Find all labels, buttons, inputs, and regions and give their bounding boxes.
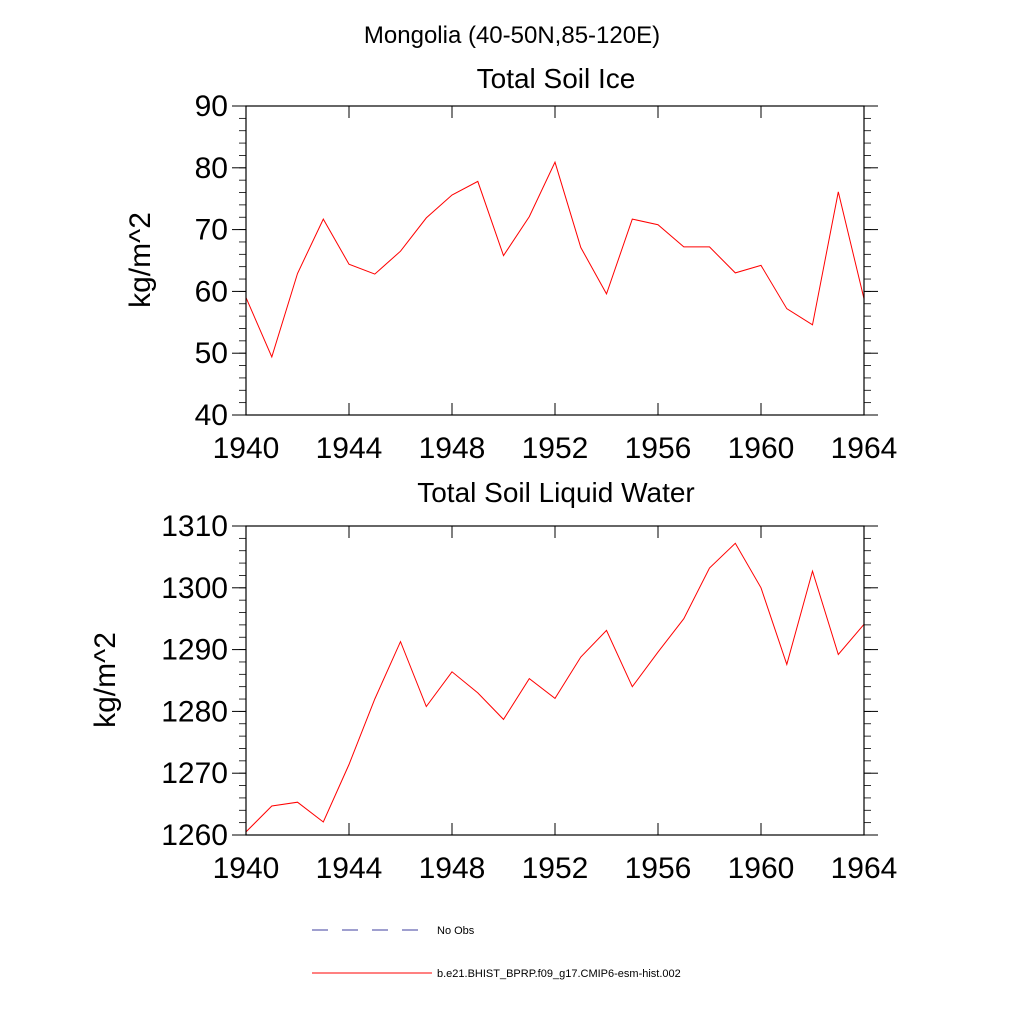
series-layer — [245, 542, 865, 833]
x-tick-label: 1944 — [316, 432, 383, 465]
y-tick-label: 1290 — [161, 634, 228, 667]
x-tick-label: 1944 — [316, 852, 383, 885]
panel-title: Total Soil Ice — [477, 63, 636, 94]
series-line — [245, 160, 865, 359]
x-tick-label: 1956 — [625, 852, 692, 885]
legend-label: No Obs — [437, 925, 475, 937]
y-tick-label: 60 — [195, 275, 228, 308]
legend-item-no-obs: No Obs — [312, 925, 475, 937]
x-tick-label: 1948 — [419, 852, 486, 885]
ticks-layer: 1940 1944 1948 1952 1956 1960 1964 1260 1270 1280… — [161, 510, 897, 885]
x-tick-label: 1964 — [831, 432, 898, 465]
y-tick-label: 90 — [195, 90, 228, 123]
legend-item-series: b.e21.BHIST_BPRP.f09_g17.CMIP6-esm-hist.… — [312, 968, 681, 980]
panel-total-soil-liquid-water: Total Soil Liquid Water kg/m^2 1940 1944 1… — [89, 477, 897, 885]
series-layer — [245, 160, 865, 359]
legend: No Obs b.e21.BHIST_BPRP.f09_g17.CMIP6-es… — [312, 925, 681, 980]
y-axis-label: kg/m^2 — [124, 212, 157, 308]
y-tick-label: 80 — [195, 152, 228, 185]
legend-label: b.e21.BHIST_BPRP.f09_g17.CMIP6-esm-hist.… — [437, 968, 681, 980]
y-tick-label: 1260 — [161, 819, 228, 852]
x-tick-label: 1960 — [728, 432, 795, 465]
y-tick-label: 1270 — [161, 757, 228, 790]
ticks-layer: 1940 1944 1948 1952 1956 1960 1964 40 50 60 70 80 90 — [195, 90, 898, 465]
y-tick-label: 70 — [195, 214, 228, 247]
panel-title: Total Soil Liquid Water — [417, 477, 695, 508]
y-tick-label: 50 — [195, 337, 228, 370]
series-line — [245, 542, 865, 833]
panel-total-soil-ice: Total Soil Ice kg/m^2 1940 1944 1948 1952 19… — [124, 63, 897, 465]
plot-frame — [245, 525, 865, 836]
y-tick-label: 40 — [195, 399, 228, 432]
x-tick-label: 1956 — [625, 432, 692, 465]
figure-suptitle: Mongolia (40-50N,85-120E) — [364, 22, 660, 49]
x-tick-label: 1964 — [831, 852, 898, 885]
x-tick-label: 1940 — [213, 432, 280, 465]
x-tick-label: 1948 — [419, 432, 486, 465]
y-tick-label: 1310 — [161, 510, 228, 543]
x-tick-label: 1960 — [728, 852, 795, 885]
y-tick-label: 1300 — [161, 572, 228, 605]
plot-frame — [245, 105, 865, 416]
y-tick-label: 1280 — [161, 695, 228, 728]
x-tick-label: 1952 — [522, 852, 589, 885]
x-tick-label: 1940 — [213, 852, 280, 885]
x-tick-label: 1952 — [522, 432, 589, 465]
y-axis-label: kg/m^2 — [89, 632, 122, 728]
